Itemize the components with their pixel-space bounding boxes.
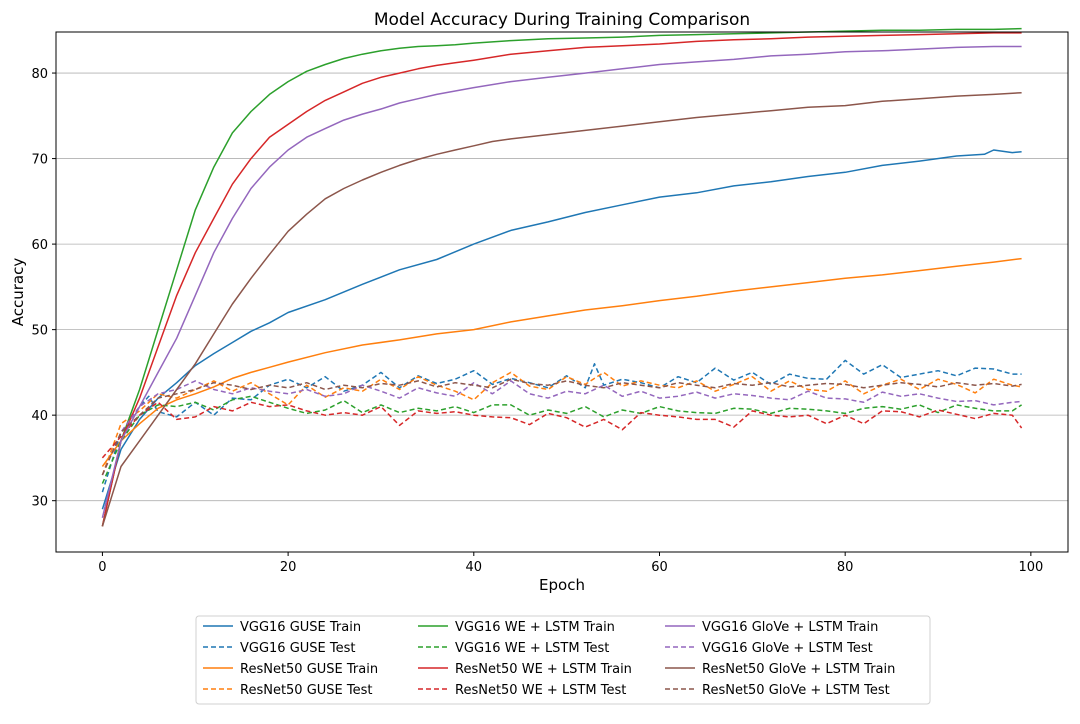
y-tick-label: 40 bbox=[31, 409, 48, 424]
legend-label: ResNet50 GUSE Train bbox=[240, 662, 378, 677]
series-line-resnet50-glove-lstm-train bbox=[101, 91, 1022, 527]
series-line-vgg16-glove-lstm-test bbox=[101, 380, 1022, 476]
x-tick-label: 20 bbox=[280, 560, 297, 575]
series-line-vgg16-we-lstm-train bbox=[101, 27, 1022, 527]
legend-label: ResNet50 GloVe + LSTM Test bbox=[702, 683, 890, 698]
y-tick-label: 50 bbox=[31, 324, 48, 339]
series-line-vgg16-guse-test bbox=[101, 359, 1022, 493]
series-line-resnet50-we-lstm-test bbox=[101, 401, 1023, 459]
series-line-vgg16-guse-train bbox=[101, 149, 1022, 510]
x-axis-label: Epoch bbox=[539, 576, 585, 594]
legend-label: VGG16 GloVe + LSTM Test bbox=[702, 641, 873, 656]
legend-label: VGG16 GUSE Train bbox=[240, 620, 361, 635]
x-tick-label: 40 bbox=[466, 560, 483, 575]
gridlines bbox=[56, 72, 1068, 502]
legend-label: VGG16 WE + LSTM Train bbox=[455, 620, 615, 635]
legend: VGG16 GUSE Train VGG16 GUSE Test ResNet50 … bbox=[195, 615, 931, 705]
y-tick-label: 80 bbox=[31, 67, 48, 82]
series-lines bbox=[101, 27, 1023, 527]
axis-ticks: 30 40 50 60 70 80 0 20 40 60 80 100 bbox=[31, 67, 1043, 575]
legend-label: VGG16 WE + LSTM Test bbox=[455, 641, 609, 656]
series-line-vgg16-we-lstm-test bbox=[101, 395, 1023, 484]
y-tick-label: 60 bbox=[31, 238, 48, 253]
legend-label: ResNet50 GUSE Test bbox=[240, 683, 373, 698]
y-tick-label: 30 bbox=[31, 495, 48, 510]
series-line-resnet50-guse-train bbox=[101, 257, 1022, 467]
chart-title: Model Accuracy During Training Compariso… bbox=[374, 10, 750, 30]
legend-box bbox=[195, 615, 931, 705]
series-line-vgg16-glove-lstm-train bbox=[101, 45, 1022, 518]
y-tick-label: 70 bbox=[31, 153, 48, 168]
x-tick-label: 0 bbox=[98, 560, 106, 575]
legend-label: VGG16 GloVe + LSTM Train bbox=[702, 620, 878, 635]
legend-label: VGG16 GUSE Test bbox=[240, 641, 356, 656]
legend-label: ResNet50 WE + LSTM Test bbox=[455, 683, 626, 698]
legend-label: ResNet50 WE + LSTM Train bbox=[455, 662, 632, 677]
plot-area bbox=[55, 31, 1069, 553]
series-line-resnet50-we-lstm-train bbox=[101, 32, 1022, 527]
x-tick-label: 60 bbox=[651, 560, 668, 575]
y-axis-label: Accuracy bbox=[9, 258, 27, 327]
legend-label: ResNet50 GloVe + LSTM Train bbox=[702, 662, 895, 677]
x-tick-label: 100 bbox=[1018, 560, 1043, 575]
series-line-resnet50-guse-test bbox=[101, 371, 1022, 476]
x-tick-label: 80 bbox=[837, 560, 854, 575]
